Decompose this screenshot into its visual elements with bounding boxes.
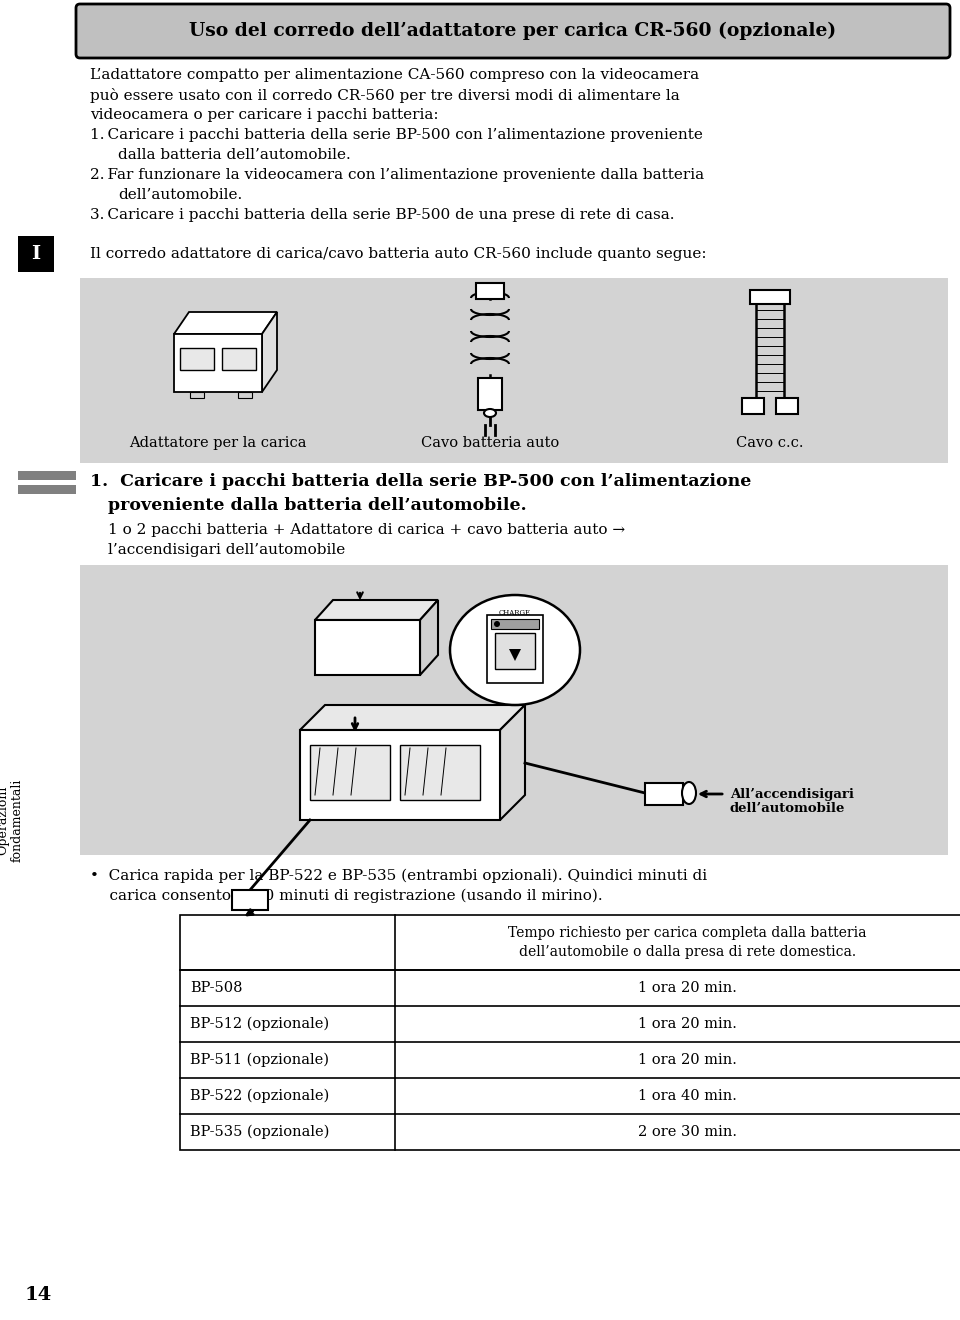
Text: Operazioni
fondamentali: Operazioni fondamentali bbox=[0, 779, 24, 862]
Text: Cavo batteria auto: Cavo batteria auto bbox=[420, 436, 559, 450]
Text: proveniente dalla batteria dell’automobile.: proveniente dalla batteria dell’automobi… bbox=[108, 498, 527, 513]
Text: Uso del corredo dell’adattatore per carica CR-560 (opzionale): Uso del corredo dell’adattatore per cari… bbox=[189, 22, 836, 40]
Bar bbox=[491, 619, 539, 630]
Text: può essere usato con il corredo CR-560 per tre diversi modi di alimentare la: può essere usato con il corredo CR-560 p… bbox=[90, 88, 680, 103]
Bar bbox=[180, 915, 960, 1150]
Text: carica consentono 70 minuti di registrazione (usando il mirino).: carica consentono 70 minuti di registraz… bbox=[90, 888, 603, 903]
Polygon shape bbox=[262, 312, 277, 392]
Bar bbox=[80, 565, 948, 855]
Text: 1.  Caricare i pacchi batteria della serie BP-500 con l’alimentazione: 1. Caricare i pacchi batteria della seri… bbox=[90, 473, 752, 490]
Polygon shape bbox=[500, 705, 525, 820]
Text: BP-522 (opzionale): BP-522 (opzionale) bbox=[190, 1089, 329, 1104]
Text: dell’automobile: dell’automobile bbox=[730, 803, 846, 814]
Text: Tempo richiesto per carica completa dalla batteria
dell’automobile o dalla presa: Tempo richiesto per carica completa dall… bbox=[508, 927, 867, 958]
Ellipse shape bbox=[450, 595, 580, 705]
Text: 1 ora 20 min.: 1 ora 20 min. bbox=[638, 1016, 737, 1031]
Text: BP-511 (opzionale): BP-511 (opzionale) bbox=[190, 1053, 329, 1067]
Bar bbox=[310, 744, 390, 800]
Text: 14: 14 bbox=[24, 1286, 52, 1304]
Text: dell’automobile.: dell’automobile. bbox=[118, 187, 242, 202]
Ellipse shape bbox=[682, 781, 696, 804]
Text: 1 o 2 pacchi batteria + Adattatore di carica + cavo batteria auto →: 1 o 2 pacchi batteria + Adattatore di ca… bbox=[108, 523, 625, 537]
Bar bbox=[300, 730, 500, 820]
Text: BP-508: BP-508 bbox=[190, 981, 243, 995]
Text: All’accendisigari: All’accendisigari bbox=[730, 788, 854, 801]
Text: l’accendisigari dell’automobile: l’accendisigari dell’automobile bbox=[108, 543, 346, 557]
Text: 1 ora 20 min.: 1 ora 20 min. bbox=[638, 981, 737, 995]
Bar bbox=[750, 290, 790, 304]
Bar bbox=[180, 348, 214, 370]
Text: 1 ora 40 min.: 1 ora 40 min. bbox=[638, 1089, 737, 1104]
Bar bbox=[476, 282, 504, 300]
Bar bbox=[238, 392, 252, 399]
Ellipse shape bbox=[484, 409, 496, 417]
Text: 1 ora 20 min.: 1 ora 20 min. bbox=[638, 1053, 737, 1067]
FancyBboxPatch shape bbox=[76, 4, 950, 58]
Text: 3. Caricare i pacchi batteria della serie BP-500 de una prese di rete di casa.: 3. Caricare i pacchi batteria della seri… bbox=[90, 209, 675, 222]
Text: dalla batteria dell’automobile.: dalla batteria dell’automobile. bbox=[118, 148, 350, 162]
Bar bbox=[495, 634, 535, 669]
Text: 2 ore 30 min.: 2 ore 30 min. bbox=[638, 1125, 737, 1139]
Text: L’adattatore compatto per alimentazione CA-560 compreso con la videocamera: L’adattatore compatto per alimentazione … bbox=[90, 69, 699, 82]
Bar bbox=[645, 783, 683, 805]
Bar bbox=[742, 399, 764, 414]
Bar bbox=[80, 279, 948, 463]
Polygon shape bbox=[315, 601, 438, 620]
Polygon shape bbox=[174, 312, 277, 334]
Circle shape bbox=[494, 620, 500, 627]
Bar bbox=[487, 615, 543, 682]
Bar bbox=[222, 348, 256, 370]
Text: Cavo c.c.: Cavo c.c. bbox=[736, 436, 804, 450]
Bar bbox=[232, 890, 268, 909]
Text: videocamera o per caricare i pacchi batteria:: videocamera o per caricare i pacchi batt… bbox=[90, 108, 439, 121]
Text: Adattatore per la carica: Adattatore per la carica bbox=[130, 436, 307, 450]
Text: BP-512 (opzionale): BP-512 (opzionale) bbox=[190, 1016, 329, 1031]
Bar bbox=[18, 236, 54, 272]
Bar bbox=[190, 392, 204, 399]
Bar bbox=[18, 471, 76, 480]
Text: Il corredo adattatore di carica/cavo batteria auto CR-560 include quanto segue:: Il corredo adattatore di carica/cavo bat… bbox=[90, 247, 707, 261]
Polygon shape bbox=[509, 649, 521, 661]
Text: BP-535 (opzionale): BP-535 (opzionale) bbox=[190, 1125, 329, 1139]
Polygon shape bbox=[300, 705, 525, 730]
Polygon shape bbox=[420, 601, 438, 675]
Bar bbox=[776, 399, 798, 414]
Text: CHARGE: CHARGE bbox=[499, 609, 531, 616]
Bar bbox=[400, 744, 480, 800]
Text: I: I bbox=[32, 246, 40, 263]
Text: 1. Caricare i pacchi batteria della serie BP-500 con l’alimentazione proveniente: 1. Caricare i pacchi batteria della seri… bbox=[90, 128, 703, 143]
Text: 2. Far funzionare la videocamera con l’alimentazione proveniente dalla batteria: 2. Far funzionare la videocamera con l’a… bbox=[90, 168, 704, 182]
Bar bbox=[174, 334, 262, 392]
Bar bbox=[478, 378, 502, 411]
Text: •  Carica rapida per la BP-522 e BP-535 (entrambi opzionali). Quindici minuti di: • Carica rapida per la BP-522 e BP-535 (… bbox=[90, 869, 708, 883]
Bar bbox=[18, 484, 76, 494]
Polygon shape bbox=[315, 620, 420, 675]
